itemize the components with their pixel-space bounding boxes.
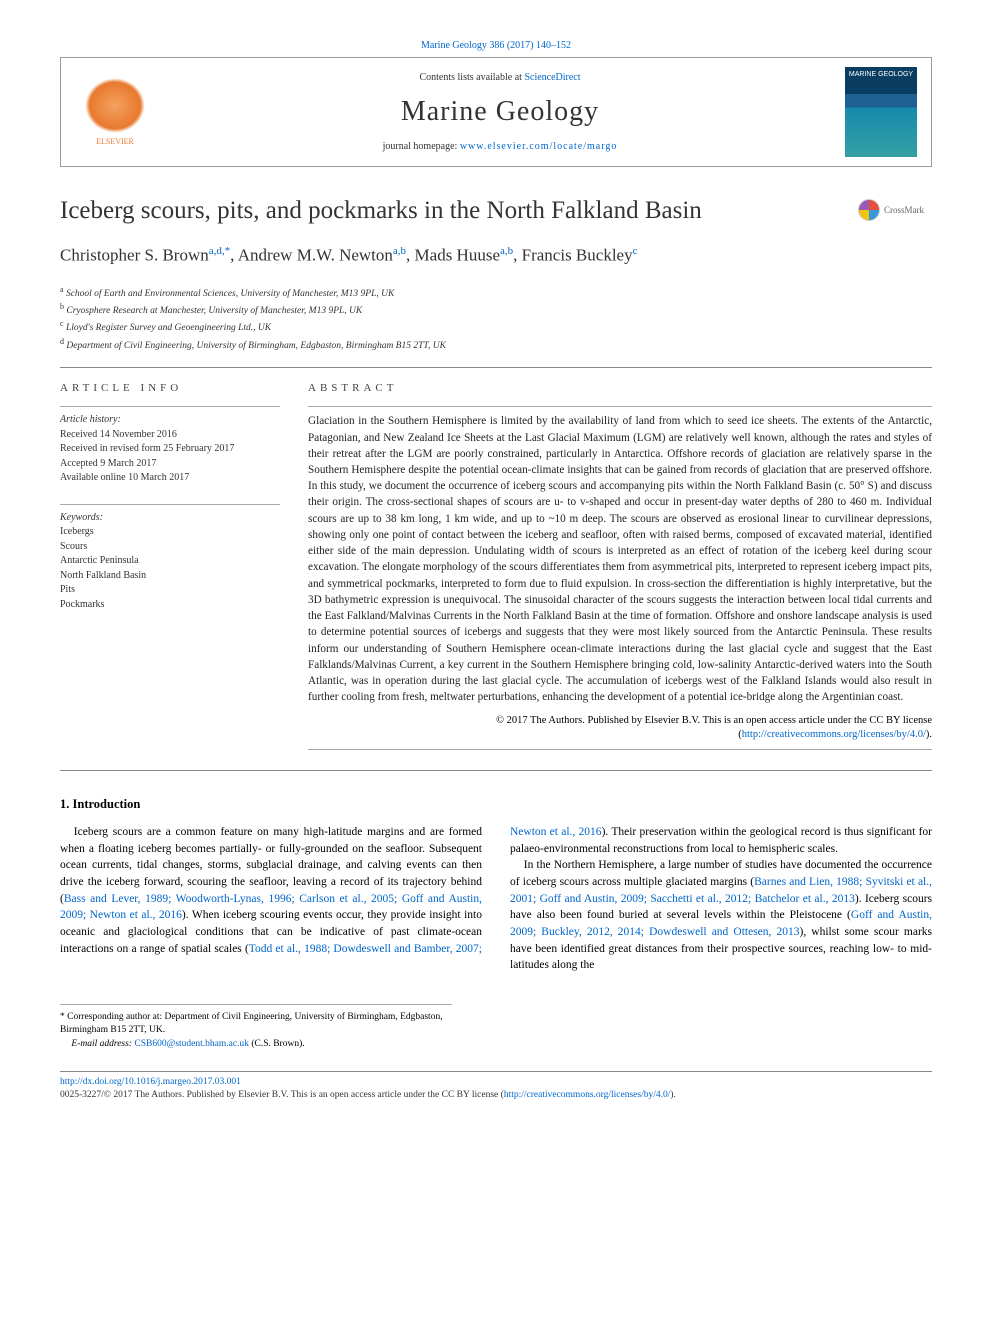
- aff-text: Department of Civil Engineering, Univers…: [64, 341, 446, 351]
- abstract-text: Glaciation in the Southern Hemisphere is…: [308, 413, 932, 705]
- footer-text: ).: [670, 1090, 676, 1100]
- journal-name: Marine Geology: [155, 96, 845, 128]
- keyword-item: Antarctic Peninsula: [60, 554, 280, 569]
- separator: [60, 367, 932, 368]
- abstract-heading: abstract: [308, 382, 932, 394]
- abstract-copyright: © 2017 The Authors. Published by Elsevie…: [308, 714, 932, 743]
- separator: [60, 770, 932, 771]
- author-name: Christopher S. Brown: [60, 246, 209, 265]
- author-name: , Andrew M.W. Newton: [230, 246, 393, 265]
- author-sup: a,b: [393, 245, 406, 257]
- homepage-label: journal homepage:: [383, 141, 460, 152]
- history-item: Available online 10 March 2017: [60, 471, 280, 486]
- cc-license-link[interactable]: http://creativecommons.org/licenses/by/4…: [742, 729, 926, 740]
- article-info-heading: article info: [60, 382, 280, 394]
- affiliation-row: c Lloyd's Register Survey and Geoenginee…: [60, 318, 932, 335]
- journal-volume-link[interactable]: Marine Geology 386 (2017) 140–152: [60, 40, 932, 51]
- affiliations: a School of Earth and Environmental Scie…: [60, 284, 932, 354]
- mini-separator: [60, 504, 280, 505]
- contents-text: Contents lists available at: [419, 72, 524, 83]
- keyword-item: Pits: [60, 583, 280, 598]
- body-text-columns: Iceberg scours are a common feature on m…: [60, 824, 932, 974]
- aff-text: Lloyd's Register Survey and Geoengineeri…: [64, 324, 272, 334]
- author-sup: a,b: [500, 245, 513, 257]
- footer-text: 0025-3227/© 2017 The Authors. Published …: [60, 1090, 504, 1100]
- crossmark-label: CrossMark: [884, 205, 924, 215]
- authors-line: Christopher S. Browna,d,*, Andrew M.W. N…: [60, 245, 932, 266]
- doi-link[interactable]: http://dx.doi.org/10.1016/j.margeo.2017.…: [60, 1077, 241, 1087]
- elsevier-tree-icon: [85, 78, 145, 133]
- mini-separator: [308, 406, 932, 407]
- affiliation-row: b Cryosphere Research at Manchester, Uni…: [60, 301, 932, 318]
- crossmark-icon: [858, 199, 880, 221]
- history-label: Article history:: [60, 413, 280, 428]
- aff-text: Cryosphere Research at Manchester, Unive…: [64, 306, 362, 316]
- cover-title: MARINE GEOLOGY: [849, 71, 913, 78]
- footer-cc-link[interactable]: http://creativecommons.org/licenses/by/4…: [504, 1090, 671, 1100]
- page-footer: http://dx.doi.org/10.1016/j.margeo.2017.…: [60, 1071, 932, 1103]
- keyword-item: Scours: [60, 540, 280, 555]
- corresponding-author-note: * Corresponding author at: Department of…: [60, 1004, 452, 1051]
- email-label: E-mail address:: [71, 1039, 134, 1049]
- keyword-item: Pockmarks: [60, 598, 280, 613]
- journal-header-box: ELSEVIER Contents lists available at Sci…: [60, 57, 932, 167]
- email-suffix: (C.S. Brown).: [249, 1039, 305, 1049]
- article-info-column: article info Article history: Received 1…: [60, 382, 280, 756]
- affiliation-row: d Department of Civil Engineering, Unive…: [60, 336, 932, 353]
- keywords-block: Keywords: Icebergs Scours Antarctic Peni…: [60, 511, 280, 613]
- article-history: Article history: Received 14 November 20…: [60, 413, 280, 486]
- homepage-link[interactable]: www.elsevier.com/locate/margo: [460, 141, 618, 152]
- keywords-label: Keywords:: [60, 511, 280, 526]
- history-item: Received 14 November 2016: [60, 428, 280, 443]
- mini-separator: [308, 749, 932, 750]
- contents-line: Contents lists available at ScienceDirec…: [155, 72, 845, 83]
- author-sup: a,d,: [209, 245, 225, 257]
- keyword-item: North Falkland Basin: [60, 569, 280, 584]
- corr-text: Corresponding author at: Department of C…: [60, 1012, 443, 1035]
- sciencedirect-link[interactable]: ScienceDirect: [524, 72, 580, 83]
- history-item: Accepted 9 March 2017: [60, 457, 280, 472]
- mini-separator: [60, 406, 280, 407]
- author-name: , Mads Huuse: [406, 246, 500, 265]
- keyword-item: Icebergs: [60, 525, 280, 540]
- author-name: , Francis Buckley: [513, 246, 632, 265]
- introduction-heading: 1. Introduction: [60, 797, 932, 812]
- copyright-text: ).: [926, 729, 932, 740]
- elsevier-label: ELSEVIER: [96, 137, 134, 146]
- aff-text: School of Earth and Environmental Scienc…: [64, 289, 395, 299]
- affiliation-row: a School of Earth and Environmental Scie…: [60, 284, 932, 301]
- journal-cover-thumbnail: MARINE GEOLOGY: [845, 67, 917, 157]
- intro-paragraph: In the Northern Hemisphere, a large numb…: [510, 857, 932, 974]
- elsevier-logo: ELSEVIER: [75, 67, 155, 157]
- footer-separator: [60, 1071, 932, 1072]
- abstract-column: abstract Glaciation in the Southern Hemi…: [308, 382, 932, 756]
- email-link[interactable]: CSB600@student.bham.ac.uk: [134, 1039, 249, 1049]
- author-sup: c: [633, 245, 638, 257]
- history-item: Received in revised form 25 February 201…: [60, 442, 280, 457]
- article-title: Iceberg scours, pits, and pockmarks in t…: [60, 197, 858, 225]
- header-center: Contents lists available at ScienceDirec…: [155, 68, 845, 156]
- journal-homepage: journal homepage: www.elsevier.com/locat…: [155, 141, 845, 152]
- crossmark-badge[interactable]: CrossMark: [858, 197, 932, 223]
